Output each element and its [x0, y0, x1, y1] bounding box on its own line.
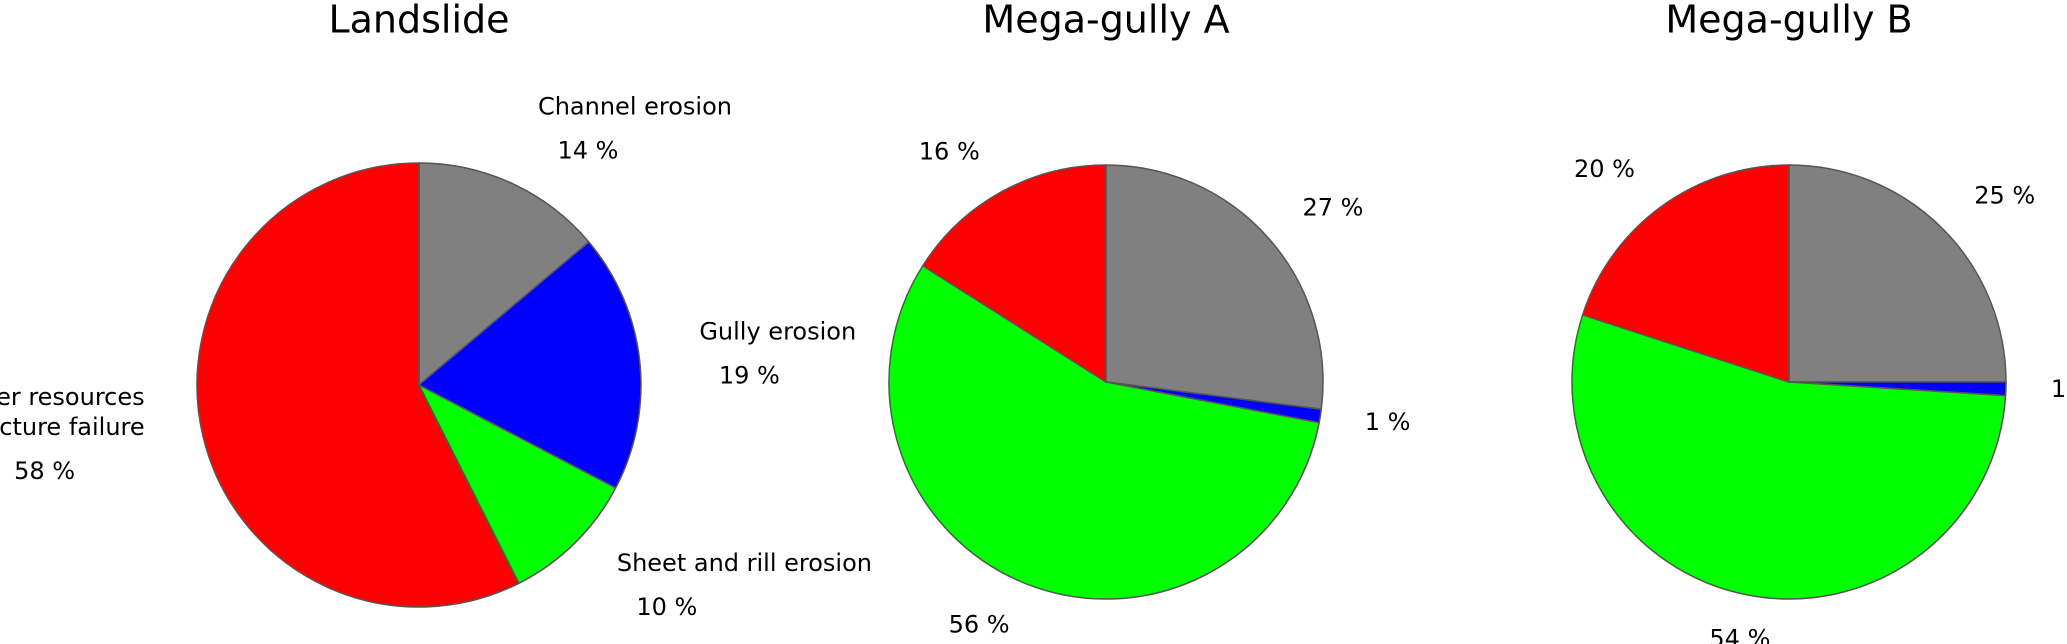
value-label: 56 %: [949, 611, 1010, 639]
value-label: 25 %: [1974, 182, 2035, 210]
value-label: 1 %: [2051, 375, 2067, 403]
category-label: Gully erosion: [699, 317, 856, 345]
chart-title: Mega-gully A: [982, 0, 1229, 42]
pie-slice: [1788, 164, 2007, 383]
pie-slice: [1571, 313, 2007, 600]
pie-slice: [1105, 164, 1324, 411]
value-label: 58 %: [14, 457, 75, 485]
pie-slice: [921, 164, 1107, 384]
chart-title: Landslide: [328, 0, 509, 42]
pie-slice: [888, 264, 1321, 600]
category-label: Sheet and rill erosion: [617, 549, 872, 577]
category-label: Water resourcesinfrastructure failure: [0, 383, 145, 441]
value-label: 14 %: [557, 136, 618, 164]
chart-title: Mega-gully B: [1665, 0, 1912, 42]
category-label: Channel erosion: [538, 92, 732, 120]
value-label: 10 %: [636, 593, 697, 621]
value-label: 19 %: [719, 361, 780, 389]
value-label: 1 %: [1365, 408, 1411, 436]
pie-slice: [196, 162, 520, 608]
pie-slice: [417, 240, 642, 489]
value-label: 54 %: [1709, 624, 1770, 644]
pie-slice: [417, 383, 617, 585]
value-label: 20 %: [1574, 155, 1635, 183]
pie-slice: [418, 162, 590, 387]
value-label: 16 %: [919, 137, 980, 165]
value-label: 27 %: [1303, 194, 1364, 222]
pie-slice: [1581, 164, 1790, 384]
